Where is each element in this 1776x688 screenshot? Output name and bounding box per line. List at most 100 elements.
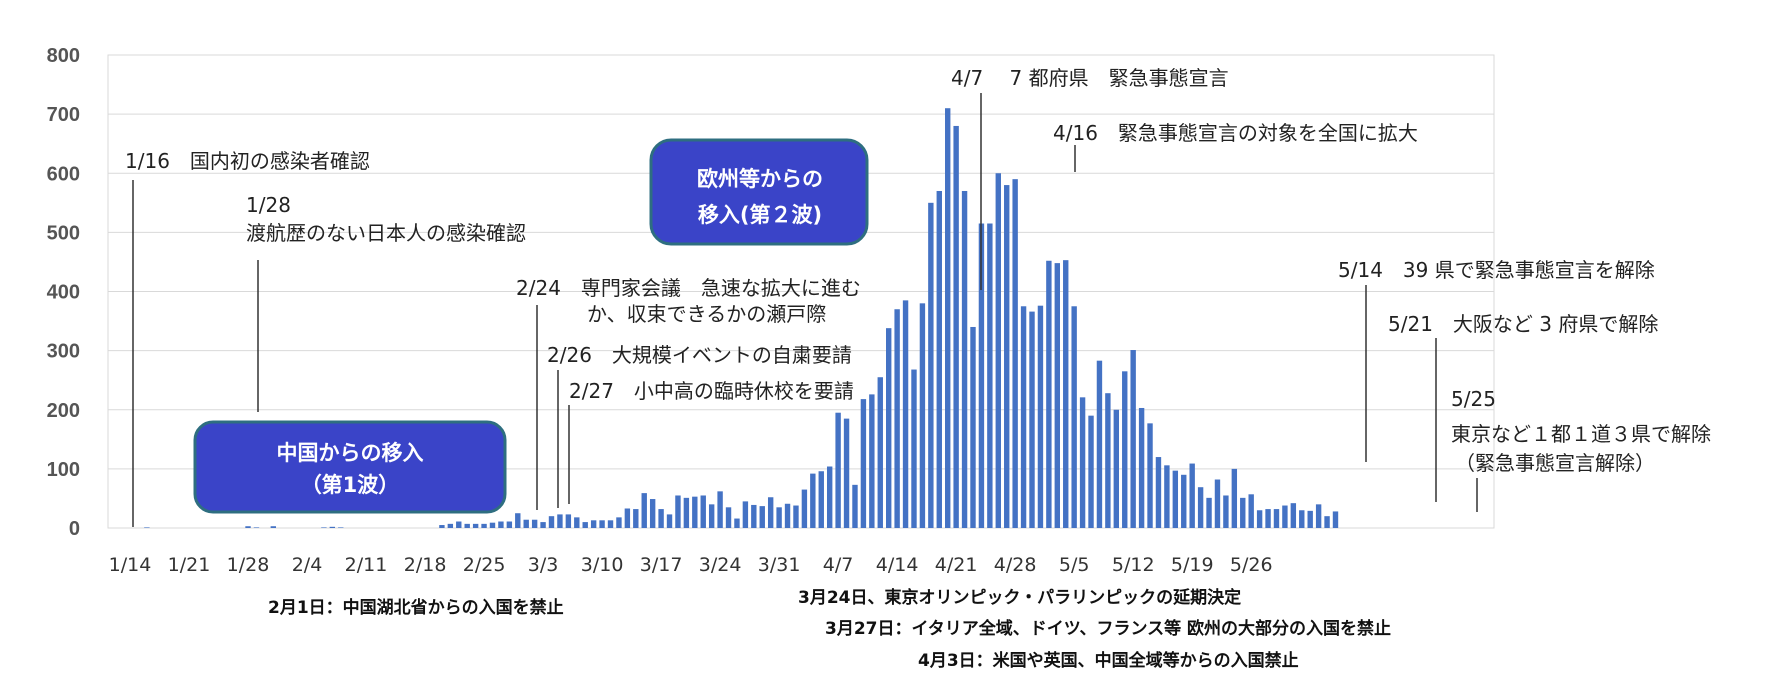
bar [878, 377, 883, 528]
bar [1021, 306, 1026, 528]
bar [583, 522, 588, 528]
bar [1189, 464, 1194, 528]
bar [743, 501, 748, 528]
bar [852, 485, 857, 528]
annotation-0128-date: 1/28 [246, 193, 291, 217]
bar [490, 523, 495, 528]
bar [633, 509, 638, 528]
bar [608, 520, 613, 528]
x-tick-label: 3/24 [699, 554, 742, 576]
bar [1198, 487, 1203, 528]
bar [970, 327, 975, 528]
bar [802, 490, 807, 528]
bar [1004, 185, 1009, 528]
bar [338, 527, 343, 528]
bar [1308, 511, 1313, 528]
bar [1206, 498, 1211, 528]
bar [144, 527, 149, 528]
bar [996, 173, 1001, 528]
annotation-0224-line2: か、収束できるかの瀬戸際 [587, 302, 826, 326]
x-tick-label: 3/31 [758, 554, 801, 576]
x-tick-label: 1/14 [109, 554, 152, 576]
bar [481, 524, 486, 528]
bar [616, 517, 621, 528]
bar [599, 520, 604, 528]
annotation-0407: 4/7 7 都府県 緊急事態宣言 [951, 66, 1229, 90]
y-tick-label: 700 [47, 104, 80, 126]
bar [911, 370, 916, 528]
bar [760, 506, 765, 528]
bar [566, 514, 571, 528]
bar [1282, 506, 1287, 528]
note-0327: 3月27日：イタリア全域、ドイツ、フランス等 欧州の大部分の入国を禁止 [825, 618, 1391, 639]
bar [894, 309, 899, 528]
bar [962, 191, 967, 528]
china-wave-box [195, 422, 505, 512]
bar [734, 519, 739, 528]
annotation-0224-line1: 2/24 専門家会議 急速な拡大に進む [516, 276, 861, 300]
bar [903, 300, 908, 528]
bar [928, 203, 933, 528]
note-0403: 4月3日：米国や英国、中国全域等からの入国禁止 [918, 650, 1299, 671]
bar [1139, 408, 1144, 528]
bar [1046, 261, 1051, 528]
china-box-line2: （第1波） [301, 473, 400, 497]
bar [827, 467, 832, 528]
bar [1257, 510, 1262, 528]
bar [625, 508, 630, 528]
x-tick-label: 5/26 [1230, 554, 1273, 576]
bar [473, 524, 478, 528]
bar [465, 524, 470, 528]
bar [591, 520, 596, 528]
bar [785, 504, 790, 528]
x-tick-label: 3/17 [640, 554, 683, 576]
bar [1105, 393, 1110, 528]
x-tick-label: 1/21 [168, 554, 211, 576]
x-tick-label: 4/14 [876, 554, 919, 576]
bar [658, 509, 663, 528]
bar [717, 491, 722, 528]
bar [1164, 465, 1169, 528]
bar [667, 514, 672, 528]
bar [515, 513, 520, 528]
x-tick-label: 3/10 [581, 554, 624, 576]
bar [920, 303, 925, 528]
bar [861, 399, 866, 528]
bar [987, 224, 992, 528]
x-tick-label: 5/19 [1171, 554, 1214, 576]
note-0324: 3月24日、東京オリンピック・パラリンピックの延期決定 [798, 587, 1241, 608]
annotation-0525-text: 東京など１都１道３県で解除 [1451, 422, 1711, 446]
bar [1055, 263, 1060, 528]
bar [835, 413, 840, 528]
bar [330, 527, 335, 528]
bar [1333, 511, 1338, 528]
europe-wave-box [651, 140, 867, 244]
annotation-0521: 5/21 大阪など 3 府県で解除 [1388, 312, 1658, 336]
bar [937, 191, 942, 528]
bar [1173, 471, 1178, 528]
bar [456, 522, 461, 529]
bar [869, 394, 874, 528]
bar [1299, 510, 1304, 528]
annotation-0514: 5/14 39 県で緊急事態宣言を解除 [1338, 258, 1655, 282]
x-axis-ticks: 1/141/211/282/42/112/182/253/33/103/173/… [109, 554, 1273, 576]
bar [540, 522, 545, 528]
bar [1029, 312, 1034, 528]
y-tick-label: 300 [47, 341, 80, 363]
bar [1038, 306, 1043, 528]
bar [1147, 423, 1152, 528]
europe-box-line1: 欧州等からの [697, 167, 823, 191]
x-tick-label: 1/28 [227, 554, 270, 576]
bar [1215, 480, 1220, 528]
x-tick-label: 2/25 [463, 554, 506, 576]
bar [498, 522, 503, 529]
europe-box-line2: 移入(第２波) [698, 203, 822, 227]
bar [507, 522, 512, 529]
bar [574, 517, 579, 528]
y-tick-label: 100 [47, 459, 80, 481]
bar [532, 520, 537, 528]
x-tick-label: 4/21 [935, 554, 978, 576]
bar [1274, 509, 1279, 528]
y-tick-label: 400 [47, 282, 80, 304]
